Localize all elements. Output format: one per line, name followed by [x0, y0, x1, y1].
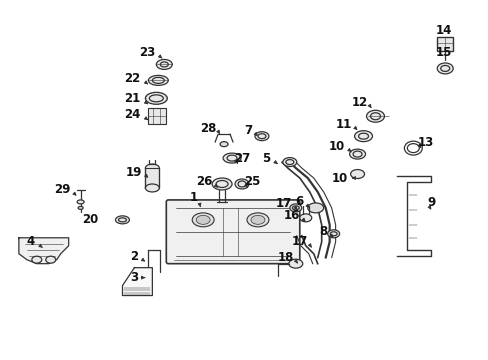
Text: 2: 2 — [130, 250, 138, 263]
Text: 11: 11 — [335, 118, 351, 131]
Text: 8: 8 — [319, 225, 327, 238]
Ellipse shape — [77, 200, 84, 204]
Ellipse shape — [148, 75, 168, 85]
Ellipse shape — [46, 256, 56, 263]
Ellipse shape — [350, 170, 364, 179]
Ellipse shape — [246, 213, 268, 227]
Ellipse shape — [354, 131, 372, 141]
Text: 19: 19 — [126, 166, 142, 179]
Ellipse shape — [254, 132, 268, 141]
Ellipse shape — [212, 178, 232, 190]
Ellipse shape — [78, 206, 83, 210]
Ellipse shape — [288, 259, 302, 268]
Text: 13: 13 — [416, 136, 433, 149]
Text: 23: 23 — [139, 46, 155, 59]
Text: 16: 16 — [283, 210, 299, 222]
Text: 18: 18 — [277, 251, 293, 264]
Ellipse shape — [282, 158, 296, 167]
Text: 20: 20 — [82, 213, 99, 226]
Text: 1: 1 — [190, 192, 198, 204]
Text: 21: 21 — [124, 92, 140, 105]
Ellipse shape — [32, 256, 41, 263]
Text: 6: 6 — [295, 195, 303, 208]
Polygon shape — [122, 268, 152, 296]
Ellipse shape — [192, 213, 214, 227]
Text: 27: 27 — [234, 152, 250, 165]
Bar — [145, 168, 159, 188]
Ellipse shape — [145, 92, 167, 104]
Text: 14: 14 — [435, 24, 451, 37]
Text: 22: 22 — [124, 72, 140, 85]
Text: 9: 9 — [427, 197, 435, 210]
Text: 7: 7 — [244, 124, 251, 137]
Ellipse shape — [366, 110, 384, 122]
Ellipse shape — [235, 179, 248, 189]
Text: 25: 25 — [244, 175, 260, 189]
Text: 17: 17 — [275, 197, 291, 210]
Bar — [148, 108, 166, 124]
Ellipse shape — [223, 153, 241, 163]
Text: 4: 4 — [26, 235, 35, 248]
Ellipse shape — [289, 204, 301, 212]
Ellipse shape — [307, 203, 323, 213]
Polygon shape — [19, 238, 68, 264]
Text: 17: 17 — [291, 235, 307, 248]
Ellipse shape — [115, 216, 129, 224]
Text: 24: 24 — [124, 108, 140, 121]
Ellipse shape — [436, 63, 452, 74]
Ellipse shape — [250, 215, 264, 224]
Bar — [436, 37, 452, 50]
Ellipse shape — [145, 164, 159, 172]
Ellipse shape — [220, 141, 227, 147]
Ellipse shape — [156, 59, 172, 69]
Ellipse shape — [349, 149, 365, 159]
Text: 3: 3 — [130, 271, 138, 284]
Text: 28: 28 — [199, 122, 216, 135]
Text: 26: 26 — [195, 175, 212, 189]
Text: 10: 10 — [331, 171, 347, 185]
Text: 10: 10 — [327, 140, 344, 153]
Ellipse shape — [145, 184, 159, 192]
FancyBboxPatch shape — [166, 200, 299, 264]
Text: 29: 29 — [54, 184, 71, 197]
Text: 12: 12 — [350, 96, 367, 109]
Ellipse shape — [196, 215, 210, 224]
Text: 15: 15 — [435, 46, 451, 59]
Text: 5: 5 — [261, 152, 269, 165]
Ellipse shape — [327, 230, 339, 238]
Ellipse shape — [299, 214, 311, 222]
